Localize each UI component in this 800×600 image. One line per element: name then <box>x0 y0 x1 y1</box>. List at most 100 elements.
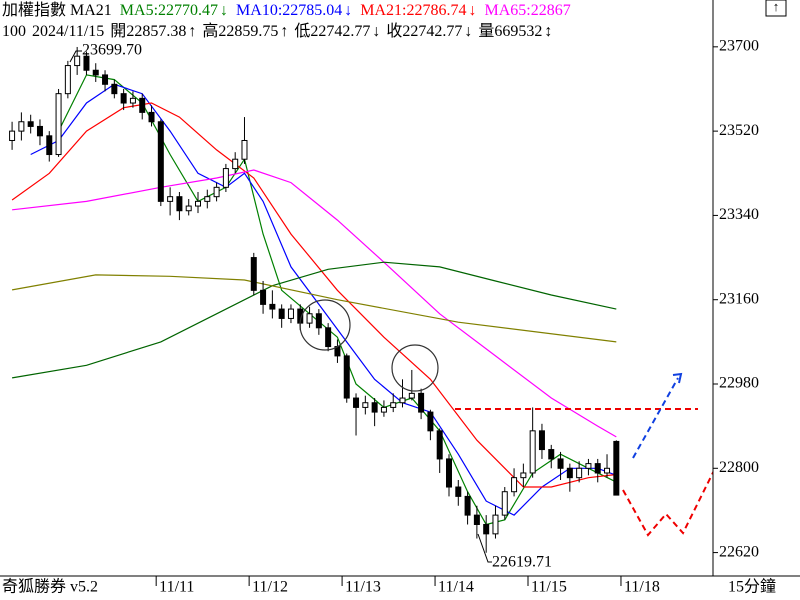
price-axis-panel <box>713 0 800 600</box>
candle-body <box>260 289 267 305</box>
candle-body <box>464 495 471 516</box>
candle-body <box>185 205 192 212</box>
candle-body <box>176 196 183 212</box>
info-arrow: ↓ <box>464 23 472 40</box>
candle-body <box>111 83 118 95</box>
candle-body <box>102 74 109 85</box>
legend-name: MA21 <box>360 2 402 19</box>
arrow-head <box>672 372 683 384</box>
info-value: 22742.77 <box>402 23 462 40</box>
candle-body <box>408 392 415 399</box>
candle-body <box>436 430 443 460</box>
legend-sep: : <box>402 2 406 19</box>
app-name: 奇狐勝券 v5.2 <box>2 578 98 596</box>
candle-body <box>418 392 425 413</box>
legend-arrow: ↓ <box>344 2 352 19</box>
candle-body <box>390 402 397 408</box>
bar-date: 2024/11/15 <box>32 23 104 40</box>
candle-body <box>241 139 248 160</box>
candle-body <box>455 486 462 497</box>
candle-body <box>520 472 527 479</box>
y-tick-label: 23700 <box>719 38 759 55</box>
candle-body <box>566 467 573 479</box>
info-arrow: ↕ <box>544 23 552 40</box>
y-tick-label: 23340 <box>719 206 759 223</box>
candle-body <box>343 355 350 399</box>
info-value: 22742.77 <box>310 23 370 40</box>
footer <box>0 576 800 600</box>
candle-body <box>529 430 536 474</box>
candle-body <box>306 313 313 324</box>
candle-body <box>9 130 16 141</box>
scroll-arrow[interactable]: ↑ <box>773 0 780 14</box>
candle-body <box>362 402 369 408</box>
info-value: 669532 <box>494 23 542 40</box>
candle-body <box>371 402 378 413</box>
leader-line <box>477 533 492 563</box>
candle-body <box>483 523 490 535</box>
projection-path <box>622 397 751 537</box>
candle-body <box>46 135 53 156</box>
candle-body <box>501 491 508 516</box>
info-arrow: ↑ <box>280 23 288 40</box>
x-tick-label: 11/14 <box>438 579 474 596</box>
axes: 23700 23520 23340 23160 22980 22800 22620 11/11… <box>155 38 759 596</box>
legend-name: MA10 <box>236 2 278 19</box>
y-tick-label: 22620 <box>719 543 759 560</box>
highlight-circle <box>391 344 439 392</box>
candle-body <box>492 514 499 535</box>
y-tick-label: 22980 <box>719 375 759 392</box>
candle-body <box>222 168 229 188</box>
legend-value: 22867 <box>531 2 571 19</box>
legend-value: 22785.04 <box>282 2 342 19</box>
legend-sep: : <box>278 2 282 19</box>
candle-body <box>129 97 136 104</box>
info-label: 低 <box>294 22 310 40</box>
candle-body <box>511 477 518 493</box>
highlight-circle <box>299 299 351 351</box>
scroll-button[interactable] <box>765 0 787 17</box>
legend: 加權指數 MA21 MA5:22770.47 ↓ MA10:22785.04 ↓ MA21… <box>2 1 571 19</box>
candle-body <box>594 463 601 474</box>
legend-sep: : <box>526 2 530 19</box>
ma-line <box>11 102 617 488</box>
y-tick-label: 22800 <box>719 459 759 476</box>
candle-body <box>445 458 452 488</box>
legend-sep: : <box>154 2 158 19</box>
info-value: 22857.38 <box>126 23 186 40</box>
candle-body <box>353 397 360 408</box>
candle-body <box>232 158 239 170</box>
info-label: 量 <box>478 23 494 40</box>
legend-value: 22786.74 <box>407 2 467 19</box>
candle-body <box>278 308 285 319</box>
info-label: 高 <box>202 22 218 40</box>
candle-body <box>287 308 294 319</box>
info-arrow: ↑ <box>188 23 196 40</box>
candle-body <box>139 97 146 113</box>
candle-body <box>269 303 276 310</box>
candle-body <box>380 406 387 413</box>
period: 15分鐘 <box>728 578 776 596</box>
y-tick-label: 23520 <box>719 122 759 139</box>
candle-body <box>55 93 62 156</box>
legend-name: MA65 <box>485 2 527 19</box>
ma-line <box>30 83 617 516</box>
candle-body <box>213 186 220 198</box>
y-tick-label: 23160 <box>719 290 759 307</box>
candle-body <box>148 111 155 123</box>
plot-area <box>9 46 620 553</box>
info-label: 收 <box>386 22 402 40</box>
candle-body <box>195 200 202 207</box>
low-label: 22619.71 <box>492 554 552 571</box>
info-value: 22859.75 <box>218 23 278 40</box>
candle-body <box>18 121 25 132</box>
x-tick-label: 11/11 <box>159 579 194 596</box>
candle-body <box>27 121 34 127</box>
candle-body <box>538 430 545 451</box>
candle-body <box>427 411 434 432</box>
projection-up <box>632 377 679 459</box>
candle-body <box>64 65 71 95</box>
